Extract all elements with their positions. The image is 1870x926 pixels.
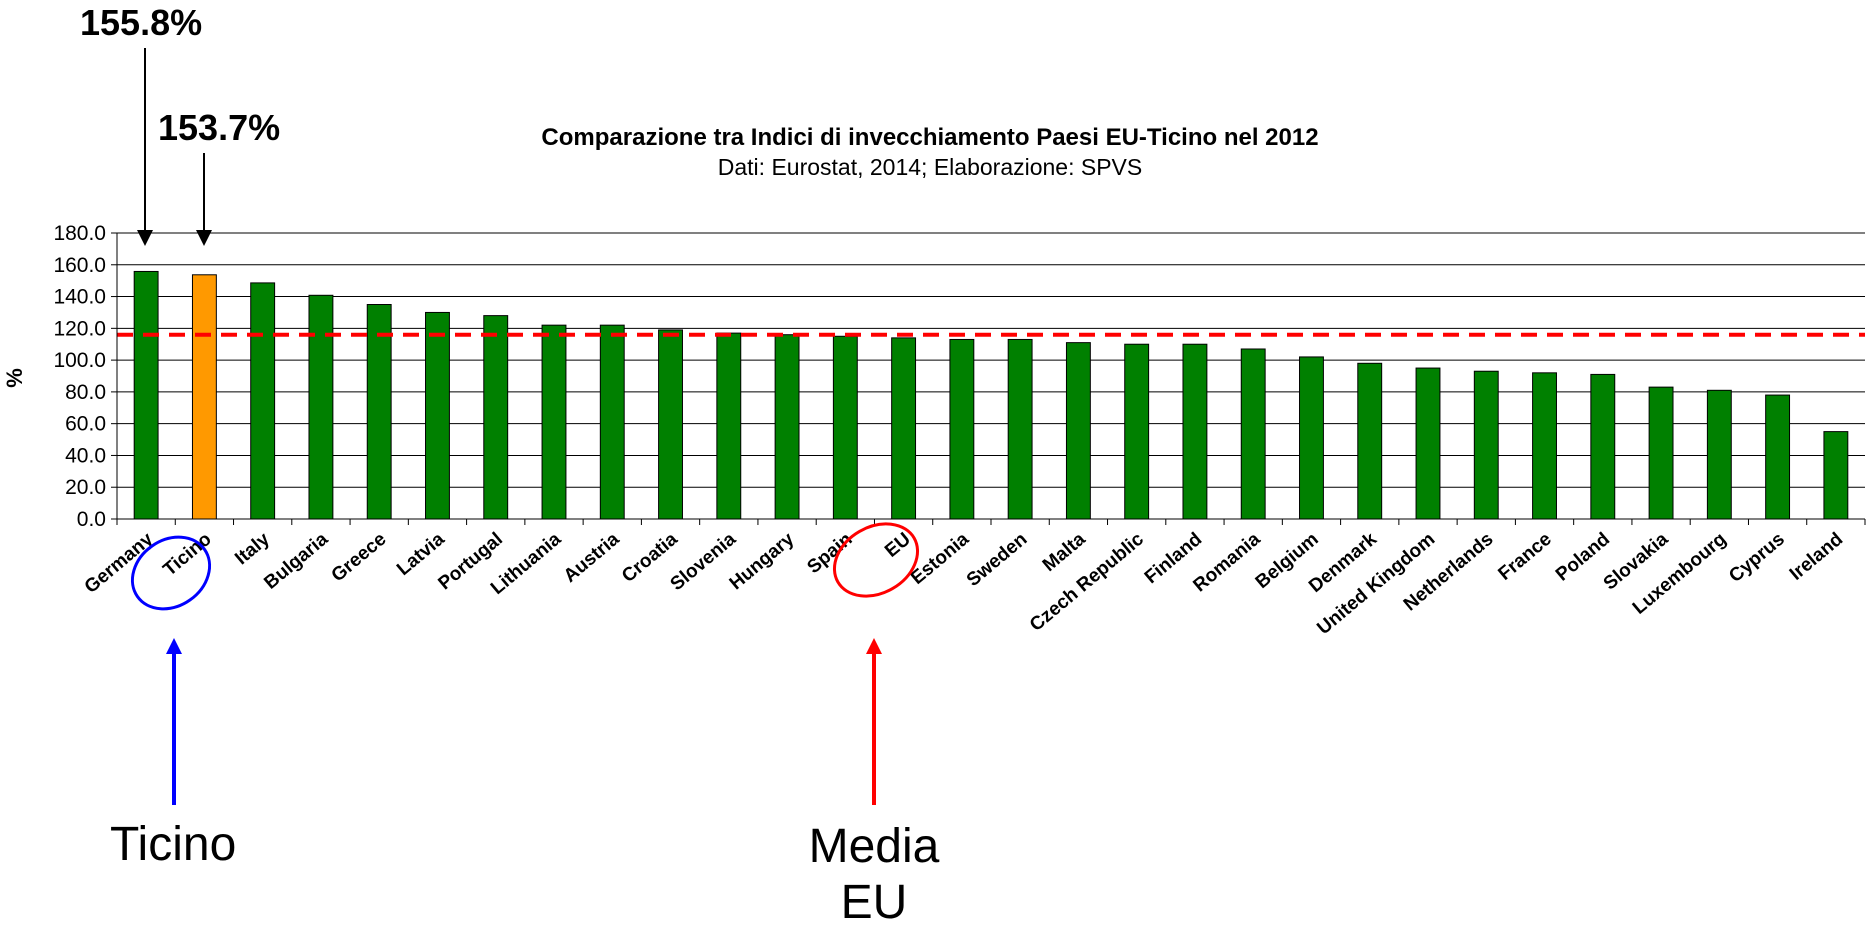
bar-united-kingdom <box>1415 367 1441 520</box>
ticino-value-callout: 153.7% <box>158 107 280 148</box>
bar-austria <box>599 324 625 520</box>
x-tick-label: Ireland <box>1786 529 1847 585</box>
bars <box>133 270 1849 520</box>
y-axis-label: % <box>2 368 27 388</box>
bar-bulgaria <box>308 294 334 520</box>
gridlines <box>111 232 1865 520</box>
bar-czech-republic <box>1124 343 1150 520</box>
x-tick-label: Greece <box>328 529 391 587</box>
x-tick-label: Italy <box>231 528 274 569</box>
x-tick-label: Sweden <box>963 529 1032 591</box>
chart-subtitle: Dati: Eurostat, 2014; Elaborazione: SPVS <box>718 154 1142 180</box>
bar-latvia <box>425 311 450 520</box>
eu-circle <box>832 522 920 598</box>
y-tick-label: 20.0 <box>65 476 106 499</box>
bar-belgium <box>1299 356 1324 520</box>
x-tick-label: Malta <box>1039 528 1090 576</box>
ticino-arrow-head <box>196 230 212 246</box>
x-tick-label: Bulgaria <box>260 528 332 593</box>
bar-ireland <box>1823 431 1849 520</box>
y-tick-label: 120.0 <box>53 317 106 340</box>
bar-cyprus <box>1765 394 1791 520</box>
bar-germany <box>133 270 159 520</box>
bar-estonia <box>949 338 975 520</box>
germany-arrow-head <box>137 230 153 246</box>
bar-poland <box>1590 373 1616 520</box>
chart-title: Comparazione tra Indici di invecchiament… <box>541 124 1318 151</box>
y-tick-label: 60.0 <box>65 413 106 436</box>
bar-denmark <box>1357 362 1383 520</box>
bar-italy <box>250 282 276 520</box>
y-tick-label: 100.0 <box>53 349 106 372</box>
x-tick-label: Hungary <box>726 528 799 594</box>
bar-spain <box>832 335 858 520</box>
ticino-circle <box>130 535 212 611</box>
bar-lithuania <box>541 324 567 520</box>
y-tick-label: 80.0 <box>65 381 106 404</box>
bar-croatia <box>658 329 683 520</box>
y-tick-label: 0.0 <box>77 508 106 531</box>
x-tick-label: Cyprus <box>1725 529 1789 587</box>
bar-slovakia <box>1648 386 1674 520</box>
x-tick-label: France <box>1495 529 1556 585</box>
y-tick-label: 180.0 <box>53 222 106 245</box>
x-tick-label: Austria <box>560 528 624 586</box>
bar-portugal <box>483 315 509 520</box>
eu-note-line1: Media <box>809 820 940 873</box>
x-tick-label: Spain <box>803 529 856 578</box>
bar-romania <box>1240 348 1266 520</box>
bar-eu <box>891 337 917 520</box>
bar-luxembourg <box>1706 389 1732 520</box>
y-tick-labels: 0.0 20.0 40.0 60.0 80.0 100.0 120.0 140.0 160.0 1… <box>53 222 106 531</box>
ticino-blue-arrow-head <box>166 638 182 654</box>
y-tick-label: 40.0 <box>65 444 106 467</box>
eu-red-arrow-head <box>866 638 882 654</box>
y-tick-label: 160.0 <box>53 254 106 277</box>
axes <box>116 233 1866 525</box>
bar-ticino <box>191 274 217 520</box>
x-tick-label: Slovenia <box>667 528 741 595</box>
x-tick-label: Germany <box>81 528 158 597</box>
bar-france <box>1532 372 1557 520</box>
bar-malta <box>1065 342 1091 520</box>
ticino-note: Ticino <box>110 818 236 871</box>
germany-value-callout: 155.8% <box>80 2 202 43</box>
y-tick-label: 140.0 <box>53 286 106 309</box>
bar-hungary <box>774 334 800 520</box>
bar-slovenia <box>716 332 742 520</box>
bar-finland <box>1182 343 1208 520</box>
eu-note-line2: EU <box>841 876 908 926</box>
bar-netherlands <box>1473 370 1499 520</box>
bar-sweden <box>1007 338 1033 520</box>
